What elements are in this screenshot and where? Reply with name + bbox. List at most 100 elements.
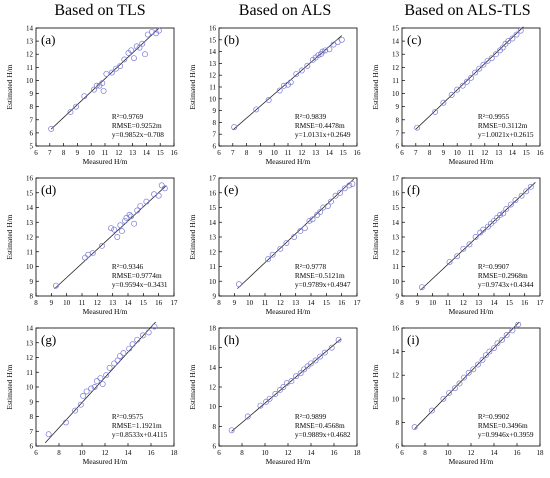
data-point: [253, 106, 260, 113]
x-tick-label: 8: [217, 299, 221, 307]
stats-text: R²=0.9769: [112, 112, 144, 121]
fit-line: [415, 26, 524, 130]
data-point: [126, 345, 133, 352]
x-tick-label: 8: [240, 449, 244, 457]
data-point: [472, 234, 479, 240]
chart-panel: 8 9 10 11 12 13 14 15 16 17 8 9 10 11 12 13 14 15 16 Measur…: [5, 175, 178, 317]
y-tick-label: 10: [209, 403, 217, 411]
data-point: [432, 108, 439, 115]
y-tick-label: 11: [209, 263, 216, 271]
data-point: [509, 35, 516, 42]
data-point: [312, 357, 319, 364]
stats-text: R²=0.9778: [295, 262, 327, 271]
x-tick-label: 11: [468, 149, 475, 157]
x-tick-label: 8: [62, 149, 66, 157]
y-tick-label: 15: [26, 189, 34, 197]
data-point: [276, 87, 283, 94]
y-tick-label: 9: [396, 293, 400, 301]
data-point: [118, 228, 125, 235]
x-tick-label: 14: [509, 149, 517, 157]
data-point: [476, 65, 483, 72]
data-point: [276, 386, 283, 393]
data-point: [466, 241, 473, 248]
x-tick-label: 6: [217, 449, 221, 457]
data-point: [448, 91, 455, 98]
x-tick-label: 9: [416, 299, 420, 307]
data-point: [139, 332, 146, 339]
data-point: [306, 217, 313, 224]
data-point: [100, 87, 107, 94]
stats-text: y=1.0021x+0.2615: [478, 130, 534, 139]
data-point: [518, 192, 525, 199]
x-tick-label: 14: [308, 449, 316, 457]
stats-text: y=1.0131x+0.2649: [295, 130, 351, 139]
y-tick-label: 17: [392, 175, 400, 183]
panel-label: (a): [41, 32, 55, 47]
y-axis-label: Estimated H/m: [188, 64, 197, 109]
data-point: [527, 183, 534, 190]
y-axis-label: Estimated H/m: [371, 364, 380, 409]
x-axis-label: Measured H/m: [266, 457, 311, 466]
data-point: [309, 216, 316, 223]
data-point: [108, 225, 115, 232]
x-axis-label: Measured H/m: [83, 157, 128, 166]
data-point: [446, 259, 453, 266]
data-point: [99, 80, 106, 87]
chart-panel: 6 7 8 9 10 11 12 13 14 15 16 6 7 8 9 10 11 12 13 14 15 Measur…: [371, 25, 545, 167]
stats-text: R²=0.9575: [112, 412, 144, 421]
y-tick-label: 10: [209, 95, 217, 103]
y-tick-label: 12: [209, 248, 217, 256]
panel-label: (i): [407, 332, 419, 347]
x-tick-label: 8: [34, 299, 38, 307]
data-point: [451, 385, 458, 392]
y-tick-label: 12: [26, 234, 34, 242]
x-tick-label: 6: [217, 149, 221, 157]
x-tick-label: 12: [102, 449, 110, 457]
data-point: [45, 431, 52, 438]
data-point: [315, 52, 322, 59]
chart-panel: 6 7 8 9 10 11 12 13 14 15 16567891011121314Measure…: [5, 25, 178, 167]
data-point: [321, 349, 328, 356]
y-tick-label: 8: [30, 293, 34, 301]
data-point: [463, 78, 470, 85]
y-tick-label: 10: [392, 90, 400, 98]
y-tick-label: 14: [209, 364, 217, 372]
data-point: [428, 407, 435, 414]
data-point: [440, 99, 447, 106]
data-point: [269, 251, 276, 258]
data-point: [515, 322, 522, 328]
x-tick-label: 18: [354, 449, 362, 457]
data-point: [117, 222, 124, 229]
data-point: [280, 82, 287, 89]
data-point: [523, 188, 530, 195]
y-tick-label: 8: [213, 423, 217, 431]
x-tick-label: 8: [400, 299, 404, 307]
x-tick-label: 14: [491, 299, 499, 307]
data-point: [291, 234, 298, 240]
x-tick-label: 11: [445, 299, 452, 307]
y-tick-label: 14: [26, 325, 34, 333]
data-point: [332, 192, 339, 199]
data-point: [257, 402, 264, 409]
x-tick-label: 16: [537, 149, 545, 157]
x-axis-label: Measured H/m: [266, 307, 311, 316]
y-tick-label: 12: [392, 372, 400, 380]
y-tick-label: 16: [392, 325, 400, 333]
x-tick-label: 6: [34, 449, 38, 457]
y-tick-label: 14: [392, 348, 400, 356]
data-point: [80, 392, 87, 399]
y-tick-label: 8: [213, 119, 217, 127]
data-point: [81, 93, 88, 100]
y-tick-label: 14: [392, 219, 400, 227]
data-point: [470, 366, 477, 373]
x-tick-label: 9: [442, 149, 446, 157]
y-tick-label: 8: [30, 413, 34, 421]
y-axis-label: Estimated H/m: [188, 364, 197, 409]
data-point: [297, 370, 304, 377]
data-point: [317, 208, 324, 215]
data-point: [304, 62, 311, 69]
y-tick-label: 14: [209, 219, 217, 227]
data-point: [472, 69, 479, 76]
x-axis-label: Measured H/m: [83, 307, 128, 316]
